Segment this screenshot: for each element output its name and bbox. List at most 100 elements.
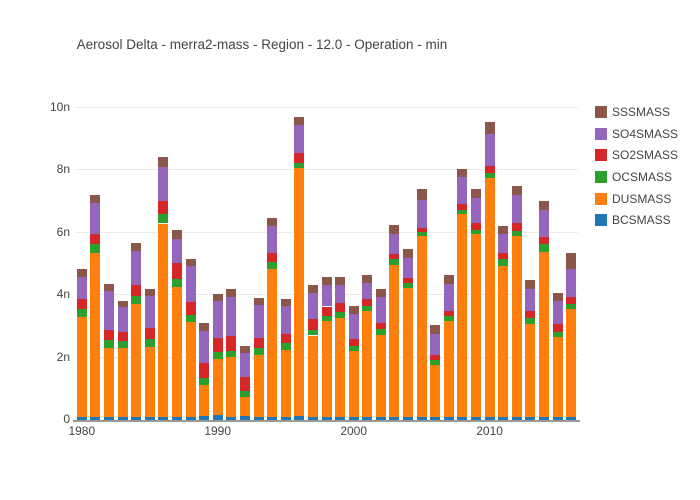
bar-segment-1982-OCSMASS[interactable] (103, 339, 114, 348)
bar-segment-1991-SO2SMASS[interactable] (226, 336, 237, 351)
bar-segment-2007-SSSMASS[interactable] (443, 274, 454, 284)
bar-segment-2014-BCSMASS[interactable] (539, 416, 549, 420)
bar-segment-2007-SO2SMASS[interactable] (443, 311, 454, 316)
bar-segment-1996-SSSMASS[interactable] (294, 116, 305, 126)
bar-segment-1996-BCSMASS[interactable] (294, 416, 305, 420)
bar-segment-1984-DUSMASS[interactable] (131, 304, 142, 417)
bar-segment-2000-OCSMASS[interactable] (348, 346, 359, 352)
bar-segment-1991-DUSMASS[interactable] (226, 357, 237, 417)
bar-segment-1987-BCSMASS[interactable] (171, 416, 182, 420)
bar-segment-1985-OCSMASS[interactable] (144, 338, 155, 347)
bar-segment-2005-DUSMASS[interactable] (416, 235, 427, 417)
bar-segment-2005-OCSMASS[interactable] (416, 231, 427, 236)
bar-1996[interactable] (294, 116, 305, 420)
bar-segment-1984-BCSMASS[interactable] (131, 416, 142, 420)
bar-segment-1983-SO2SMASS[interactable] (117, 332, 128, 341)
bar-segment-2011-DUSMASS[interactable] (498, 265, 509, 417)
bar-segment-1981-SO4SMASS[interactable] (90, 203, 101, 234)
bar-2002[interactable] (375, 289, 386, 420)
bar-2003[interactable] (389, 225, 400, 420)
bar-segment-2006-OCSMASS[interactable] (430, 359, 441, 365)
bar-2006[interactable] (430, 324, 441, 420)
bar-segment-2008-BCSMASS[interactable] (457, 416, 468, 420)
bar-segment-2012-SO2SMASS[interactable] (511, 223, 522, 231)
bar-segment-1999-OCSMASS[interactable] (335, 312, 346, 318)
bar-segment-1995-DUSMASS[interactable] (280, 349, 291, 417)
bar-2014[interactable] (539, 201, 549, 420)
legend-item-dusmass[interactable]: DUSMASS (585, 188, 678, 210)
bar-segment-1990-SO4SMASS[interactable] (212, 301, 223, 338)
bar-segment-1995-SO4SMASS[interactable] (280, 305, 291, 334)
bar-segment-1990-BCSMASS[interactable] (212, 415, 223, 420)
bar-segment-2011-SO2SMASS[interactable] (498, 252, 509, 260)
bar-segment-2002-OCSMASS[interactable] (375, 328, 386, 335)
bar-segment-1999-SO4SMASS[interactable] (335, 285, 346, 303)
bar-segment-1986-BCSMASS[interactable] (158, 416, 169, 420)
bar-segment-1993-OCSMASS[interactable] (253, 347, 264, 355)
bar-segment-2009-OCSMASS[interactable] (471, 229, 482, 235)
bar-segment-2001-SO2SMASS[interactable] (362, 298, 373, 306)
bar-segment-2005-SO4SMASS[interactable] (416, 200, 427, 228)
bar-2000[interactable] (348, 306, 359, 420)
bar-2008[interactable] (457, 168, 468, 420)
bar-segment-1983-SSSMASS[interactable] (117, 300, 128, 308)
bar-1989[interactable] (199, 322, 210, 420)
bar-2004[interactable] (403, 249, 414, 420)
bar-segment-1999-SO2SMASS[interactable] (335, 303, 346, 312)
bar-segment-2015-OCSMASS[interactable] (552, 332, 563, 338)
bar-segment-1992-DUSMASS[interactable] (239, 396, 250, 416)
bar-segment-2015-SSSMASS[interactable] (552, 292, 563, 301)
bar-1982[interactable] (103, 283, 114, 420)
bar-segment-1992-OCSMASS[interactable] (239, 390, 250, 397)
legend-item-so4smass[interactable]: SO4SMASS (585, 123, 678, 145)
bar-segment-1994-SO4SMASS[interactable] (267, 226, 278, 253)
bar-2011[interactable] (498, 225, 509, 420)
bar-segment-2001-SO4SMASS[interactable] (362, 282, 373, 299)
bar-segment-1988-BCSMASS[interactable] (185, 416, 196, 420)
bar-segment-1998-SSSMASS[interactable] (321, 276, 332, 285)
bar-1988[interactable] (185, 259, 196, 420)
bar-segment-2013-BCSMASS[interactable] (525, 416, 536, 420)
bar-segment-1985-SSSMASS[interactable] (144, 288, 155, 296)
bar-segment-1980-BCSMASS[interactable] (76, 416, 87, 420)
bar-segment-1988-SO4SMASS[interactable] (185, 265, 196, 303)
bar-segment-2000-BCSMASS[interactable] (348, 416, 359, 420)
bar-segment-1998-OCSMASS[interactable] (321, 315, 332, 321)
bar-segment-2005-SO2SMASS[interactable] (416, 227, 427, 232)
bar-segment-1987-SO2SMASS[interactable] (171, 263, 182, 279)
bar-segment-2000-SSSMASS[interactable] (348, 306, 359, 315)
bar-2015[interactable] (552, 292, 563, 420)
bar-segment-1981-OCSMASS[interactable] (90, 244, 101, 254)
bar-segment-2004-SO4SMASS[interactable] (403, 257, 414, 278)
bar-segment-1997-SO2SMASS[interactable] (307, 318, 318, 331)
bar-segment-1988-SSSMASS[interactable] (185, 259, 196, 266)
bar-segment-2011-SSSMASS[interactable] (498, 225, 509, 234)
bar-2012[interactable] (511, 185, 522, 420)
bar-segment-1990-SSSMASS[interactable] (212, 293, 223, 302)
bar-1998[interactable] (321, 276, 332, 420)
bar-segment-2009-SSSMASS[interactable] (471, 188, 482, 198)
bar-segment-2013-SO2SMASS[interactable] (525, 310, 536, 318)
bar-segment-1983-OCSMASS[interactable] (117, 340, 128, 349)
bar-segment-1996-SO2SMASS[interactable] (294, 153, 305, 163)
bar-segment-2007-BCSMASS[interactable] (443, 416, 454, 420)
bar-segment-2010-OCSMASS[interactable] (484, 173, 495, 179)
bar-segment-1980-SSSMASS[interactable] (76, 268, 87, 277)
bar-segment-1995-BCSMASS[interactable] (280, 416, 291, 420)
bar-segment-2001-DUSMASS[interactable] (362, 311, 373, 417)
bar-segment-1989-BCSMASS[interactable] (199, 415, 210, 420)
bar-segment-2012-SSSMASS[interactable] (511, 185, 522, 195)
bar-segment-2013-SSSMASS[interactable] (525, 279, 536, 289)
bar-segment-1998-SO2SMASS[interactable] (321, 306, 332, 316)
bar-segment-1982-SO2SMASS[interactable] (103, 330, 114, 340)
bar-segment-2015-BCSMASS[interactable] (552, 416, 563, 420)
bar-segment-1989-OCSMASS[interactable] (199, 377, 210, 386)
bar-segment-1985-BCSMASS[interactable] (144, 416, 155, 420)
bar-segment-1988-OCSMASS[interactable] (185, 314, 196, 322)
bar-segment-2008-SO4SMASS[interactable] (457, 176, 468, 205)
bar-segment-2009-DUSMASS[interactable] (471, 234, 482, 417)
bar-segment-1988-DUSMASS[interactable] (185, 322, 196, 417)
bar-segment-1984-SO2SMASS[interactable] (131, 284, 142, 296)
bar-segment-1990-DUSMASS[interactable] (212, 358, 223, 416)
bar-segment-2014-SO4SMASS[interactable] (539, 210, 549, 238)
